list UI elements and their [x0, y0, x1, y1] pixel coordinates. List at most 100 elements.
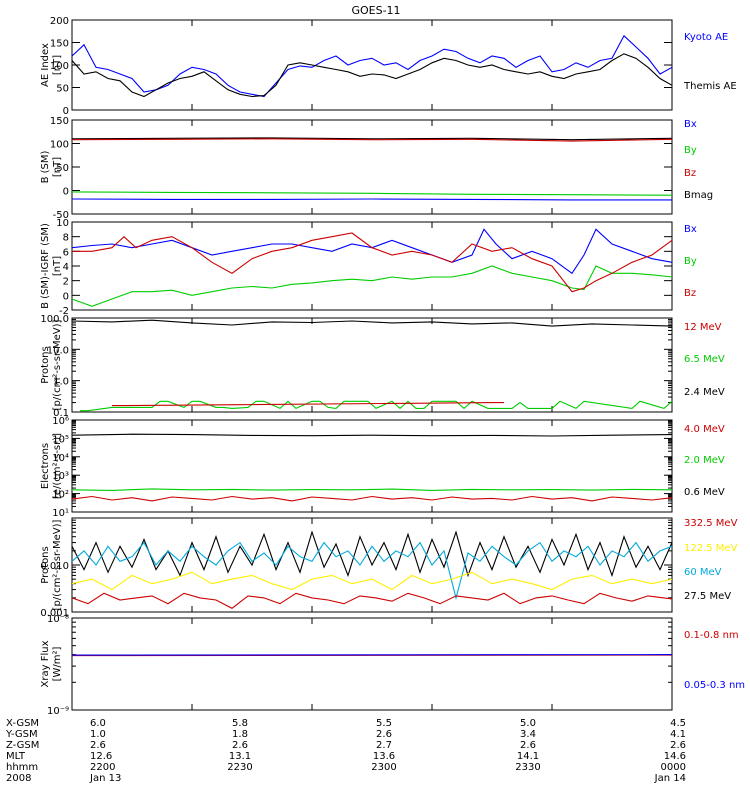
- series-line-0-05-0-3-nm: [71, 654, 673, 656]
- legend-item: 0.05-0.3 nm: [684, 680, 745, 691]
- x-table-cell: 3.4: [520, 729, 536, 740]
- y-tick-label: 0.1: [53, 408, 69, 419]
- y-tick-label: 0.010: [40, 561, 69, 572]
- x-row-label: X-GSM: [6, 718, 39, 729]
- x-table-cell: 12.6: [90, 751, 112, 762]
- y-tick-label: 10²: [52, 490, 69, 501]
- x-table-cell: 1.0: [90, 729, 106, 740]
- x-table-cell: 2330: [515, 762, 540, 773]
- y-tick-label: 6: [63, 247, 69, 258]
- legend-item: Themis AE: [683, 81, 737, 92]
- x-axis-table: X-GSMY-GSMZ-GSMMLThhmm20086.01.02.612.62…: [5, 718, 686, 784]
- y-tick-label: 10¹: [52, 508, 69, 519]
- y-tick-label: 10: [56, 218, 69, 229]
- legend-item: By: [684, 145, 697, 156]
- y-axis-label: [p/(cm²-s-sr-MeV)]: [52, 319, 63, 410]
- panel-frame: [71, 317, 673, 413]
- legend-item: 6.5 MeV: [684, 354, 725, 365]
- y-axis-label: [nT]: [52, 55, 63, 75]
- series-line-themis-ae: [71, 53, 673, 98]
- series-line-0-6-mev: [71, 433, 673, 437]
- legend-item: 4.0 MeV: [684, 424, 725, 435]
- y-tick-label: 200: [50, 16, 69, 27]
- y-axis-label: Electrons: [40, 443, 51, 489]
- legend-item: Bmag: [684, 190, 713, 201]
- chart-title: GOES-11: [351, 4, 400, 17]
- x-table-cell: 2.6: [232, 740, 248, 751]
- panel-3: -2 0 2 4 6 8 10 B (SM)-IGRF (SM) [nT] Bx By Bz: [40, 218, 697, 317]
- x-row-label: 2008: [6, 773, 31, 784]
- y-tick-label: 50: [56, 84, 69, 95]
- y-tick-label: 50: [56, 163, 69, 174]
- y-tick-label: 100: [50, 61, 69, 72]
- y-tick-label: 10³: [52, 471, 69, 482]
- y-tick-label: 150: [50, 39, 69, 50]
- x-table-cell: 0000: [661, 762, 686, 773]
- y-axis-label: [nT]: [52, 157, 63, 177]
- x-table-cell: 2.6: [376, 729, 392, 740]
- y-axis-label: B (SM)-IGRF (SM): [40, 223, 51, 309]
- panel-2: -50 0 50 100 150 B (SM) [nT] Bx By Bz Bmag: [40, 116, 713, 221]
- x-table-cell: 2.6: [90, 740, 106, 751]
- series-line-bz: [71, 138, 673, 142]
- series-line-bx: [71, 198, 672, 201]
- series-line-122-5-mev: [71, 571, 673, 591]
- legend-item: Bx: [684, 224, 697, 235]
- y-tick-label: 10⁶: [52, 416, 69, 427]
- x-table-cell: Jan 13: [89, 773, 121, 784]
- y-tick-label: 1.0: [53, 377, 69, 388]
- y-axis-label: [p/(cm²-s-sr-MeV)]: [52, 519, 63, 610]
- legend-item: 122.5 MeV: [684, 543, 738, 554]
- x-table-cell: 5.5: [376, 718, 392, 729]
- series-line-by: [71, 191, 673, 196]
- series-line-bx: [71, 228, 673, 275]
- series-line-4-0-mev: [71, 495, 673, 502]
- x-table-cell: 4.5: [670, 718, 686, 729]
- panel-frame: [71, 419, 673, 513]
- x-table-cell: 14.6: [664, 751, 686, 762]
- panel-1: 0 50 100 150 200 AE Index [nT] Kyoto AE Themis A…: [40, 16, 737, 117]
- x-table-cell: Jan 14: [654, 773, 686, 784]
- legend-item: 0.1-0.8 nm: [684, 630, 739, 641]
- legend-item: Bz: [684, 288, 696, 299]
- legend-item: 12 MeV: [684, 322, 722, 333]
- y-tick-label: 10⁻⁸: [47, 614, 69, 625]
- series-line-332-5-mev: [71, 592, 673, 609]
- y-tick-label: 10⁴: [52, 453, 69, 464]
- y-tick-label: 0.001: [40, 608, 69, 619]
- y-tick-label: 100: [50, 140, 69, 151]
- panel-7: 10⁻⁹ 10⁻⁸ Xray Flux [W/m²] 0.1-0.8 nm 0.05-0.…: [40, 614, 745, 717]
- legend-item: 2.4 MeV: [684, 387, 725, 398]
- x-table-cell: 13.6: [373, 751, 395, 762]
- series-line-27-5-mev: [71, 530, 673, 578]
- y-tick-label: 0: [63, 187, 69, 198]
- legend-item: By: [684, 256, 697, 267]
- x-table-cell: 2300: [371, 762, 396, 773]
- panel-4: 0.1 1.0 10.0 100.0 Protons [p/(cm²-s-sr-MeV)]…: [40, 314, 725, 419]
- legend-item: 60 MeV: [684, 567, 722, 578]
- series-line-by: [71, 265, 673, 307]
- legend-item: 27.5 MeV: [684, 591, 731, 602]
- series-line-2-4-mev: [71, 319, 673, 327]
- series-line-bmag: [71, 137, 673, 141]
- y-tick-label: 10⁵: [52, 434, 69, 445]
- x-row-label: MLT: [6, 751, 26, 762]
- series-line-60-mev: [71, 541, 673, 601]
- x-table-cell: 6.0: [90, 718, 106, 729]
- y-tick-label: 100.0: [40, 314, 69, 325]
- x-table-cell: 2.6: [670, 740, 686, 751]
- x-table-cell: 4.1: [670, 729, 686, 740]
- series-line-bz: [72, 232, 673, 293]
- x-row-label: Y-GSM: [5, 729, 38, 740]
- panel-5: 10¹ 10² 10³ 10⁴ 10⁵ 10⁶ Electrons [e/(cm²-s-sr)…: [40, 416, 725, 519]
- y-axis-label: Protons: [40, 346, 51, 383]
- y-tick-label: 150: [50, 116, 69, 127]
- y-tick-label: 2: [63, 277, 69, 288]
- x-table-cell: 14.1: [517, 751, 539, 762]
- x-row-label: Z-GSM: [6, 740, 39, 751]
- y-tick-label: 0: [63, 106, 69, 117]
- x-table-cell: 1.8: [232, 729, 248, 740]
- y-tick-label: -2: [59, 306, 69, 317]
